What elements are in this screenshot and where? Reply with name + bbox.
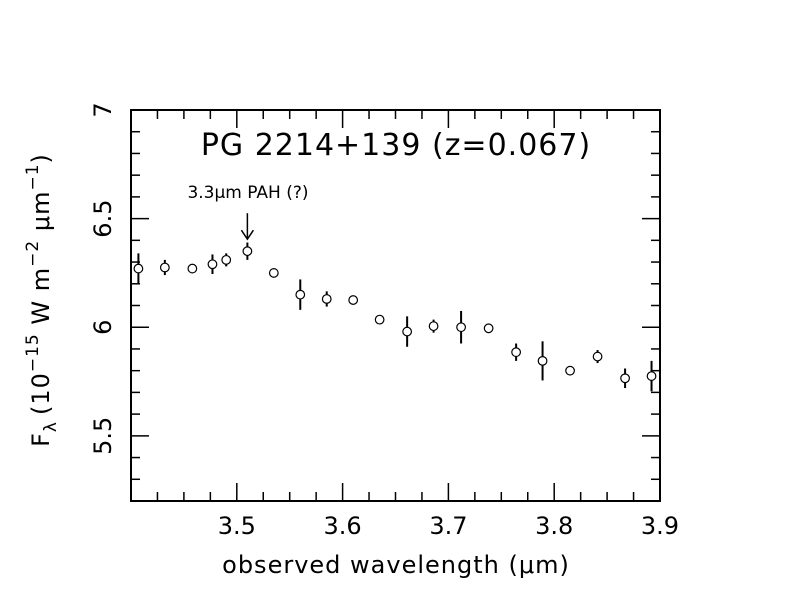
data-marker	[456, 322, 466, 333]
data-point	[620, 368, 630, 389]
data-point	[207, 254, 218, 275]
x-tick-label: 3.9	[641, 512, 679, 540]
data-point	[295, 279, 306, 310]
data-marker	[428, 321, 439, 332]
x-axis-title: observed wavelength (μm)	[222, 551, 570, 579]
x-tick-label: 3.5	[218, 512, 256, 540]
data-point	[483, 323, 494, 334]
data-point	[133, 253, 144, 284]
data-marker	[207, 259, 218, 270]
data-marker	[321, 294, 332, 304]
data-point	[374, 314, 385, 325]
data-point	[321, 291, 332, 307]
data-marker	[348, 295, 359, 305]
x-tick-label: 3.6	[324, 512, 362, 540]
data-point	[159, 259, 170, 276]
data-point	[242, 242, 253, 260]
data-marker	[221, 254, 232, 265]
data-marker	[511, 347, 522, 358]
data-marker	[537, 355, 548, 366]
plot-frame	[130, 109, 661, 502]
y-axis-unit-watt: W m	[27, 267, 55, 333]
data-marker	[374, 314, 385, 325]
data-marker	[242, 246, 253, 257]
data-points	[133, 242, 657, 392]
y-tick-labels: 5.5 6 6.5 7	[89, 102, 117, 455]
y-axis-unit-micron: μm	[27, 191, 55, 240]
data-point	[511, 343, 522, 361]
data-point	[428, 319, 439, 333]
y-axis-exponent-3: −1	[23, 163, 43, 190]
data-point	[592, 350, 603, 364]
y-tick-label: 6.5	[89, 200, 117, 238]
chart-title: PG 2214+139 (z=0.067)	[201, 128, 591, 163]
data-marker	[133, 263, 144, 274]
y-axis-flux-symbol: F	[27, 432, 55, 447]
y-axis-open-text: (10	[27, 372, 55, 415]
data-point	[565, 365, 575, 376]
y-axis-exponent-2: −2	[23, 240, 43, 267]
y-axis-close-paren: )	[27, 153, 55, 163]
data-point	[221, 253, 232, 267]
y-tick-label: 6	[89, 320, 117, 335]
arrow-head	[240, 229, 255, 241]
data-marker	[620, 373, 630, 384]
tick-marks	[130, 109, 661, 502]
pah-annotation-label: 3.3μm PAH (?)	[187, 183, 308, 203]
x-tick-labels: 3.5 3.6 3.7 3.8 3.9	[218, 512, 679, 540]
data-marker	[592, 351, 603, 362]
x-tick-label: 3.7	[429, 512, 467, 540]
data-marker	[646, 371, 657, 381]
y-axis-exponent-1: −15	[23, 333, 43, 372]
y-axis-title: Fλ (10−15 W m−2 μm−1)	[23, 153, 61, 447]
data-marker	[187, 263, 198, 274]
pah-annotation-arrow-icon	[240, 213, 255, 241]
data-marker	[402, 326, 413, 337]
data-point	[268, 268, 279, 278]
x-tick-label: 3.8	[535, 512, 573, 540]
data-point	[456, 310, 466, 344]
y-tick-label: 7	[89, 102, 117, 117]
data-marker	[159, 262, 170, 273]
data-point	[187, 263, 198, 274]
data-marker	[565, 365, 575, 376]
y-tick-label: 5.5	[89, 417, 117, 455]
data-marker	[295, 289, 306, 300]
data-point	[537, 341, 548, 381]
y-axis-lambda-subscript: λ	[41, 421, 61, 432]
data-marker	[268, 268, 279, 278]
data-point	[646, 360, 657, 392]
data-point	[402, 316, 413, 347]
data-point	[348, 295, 359, 305]
data-marker	[483, 323, 494, 334]
